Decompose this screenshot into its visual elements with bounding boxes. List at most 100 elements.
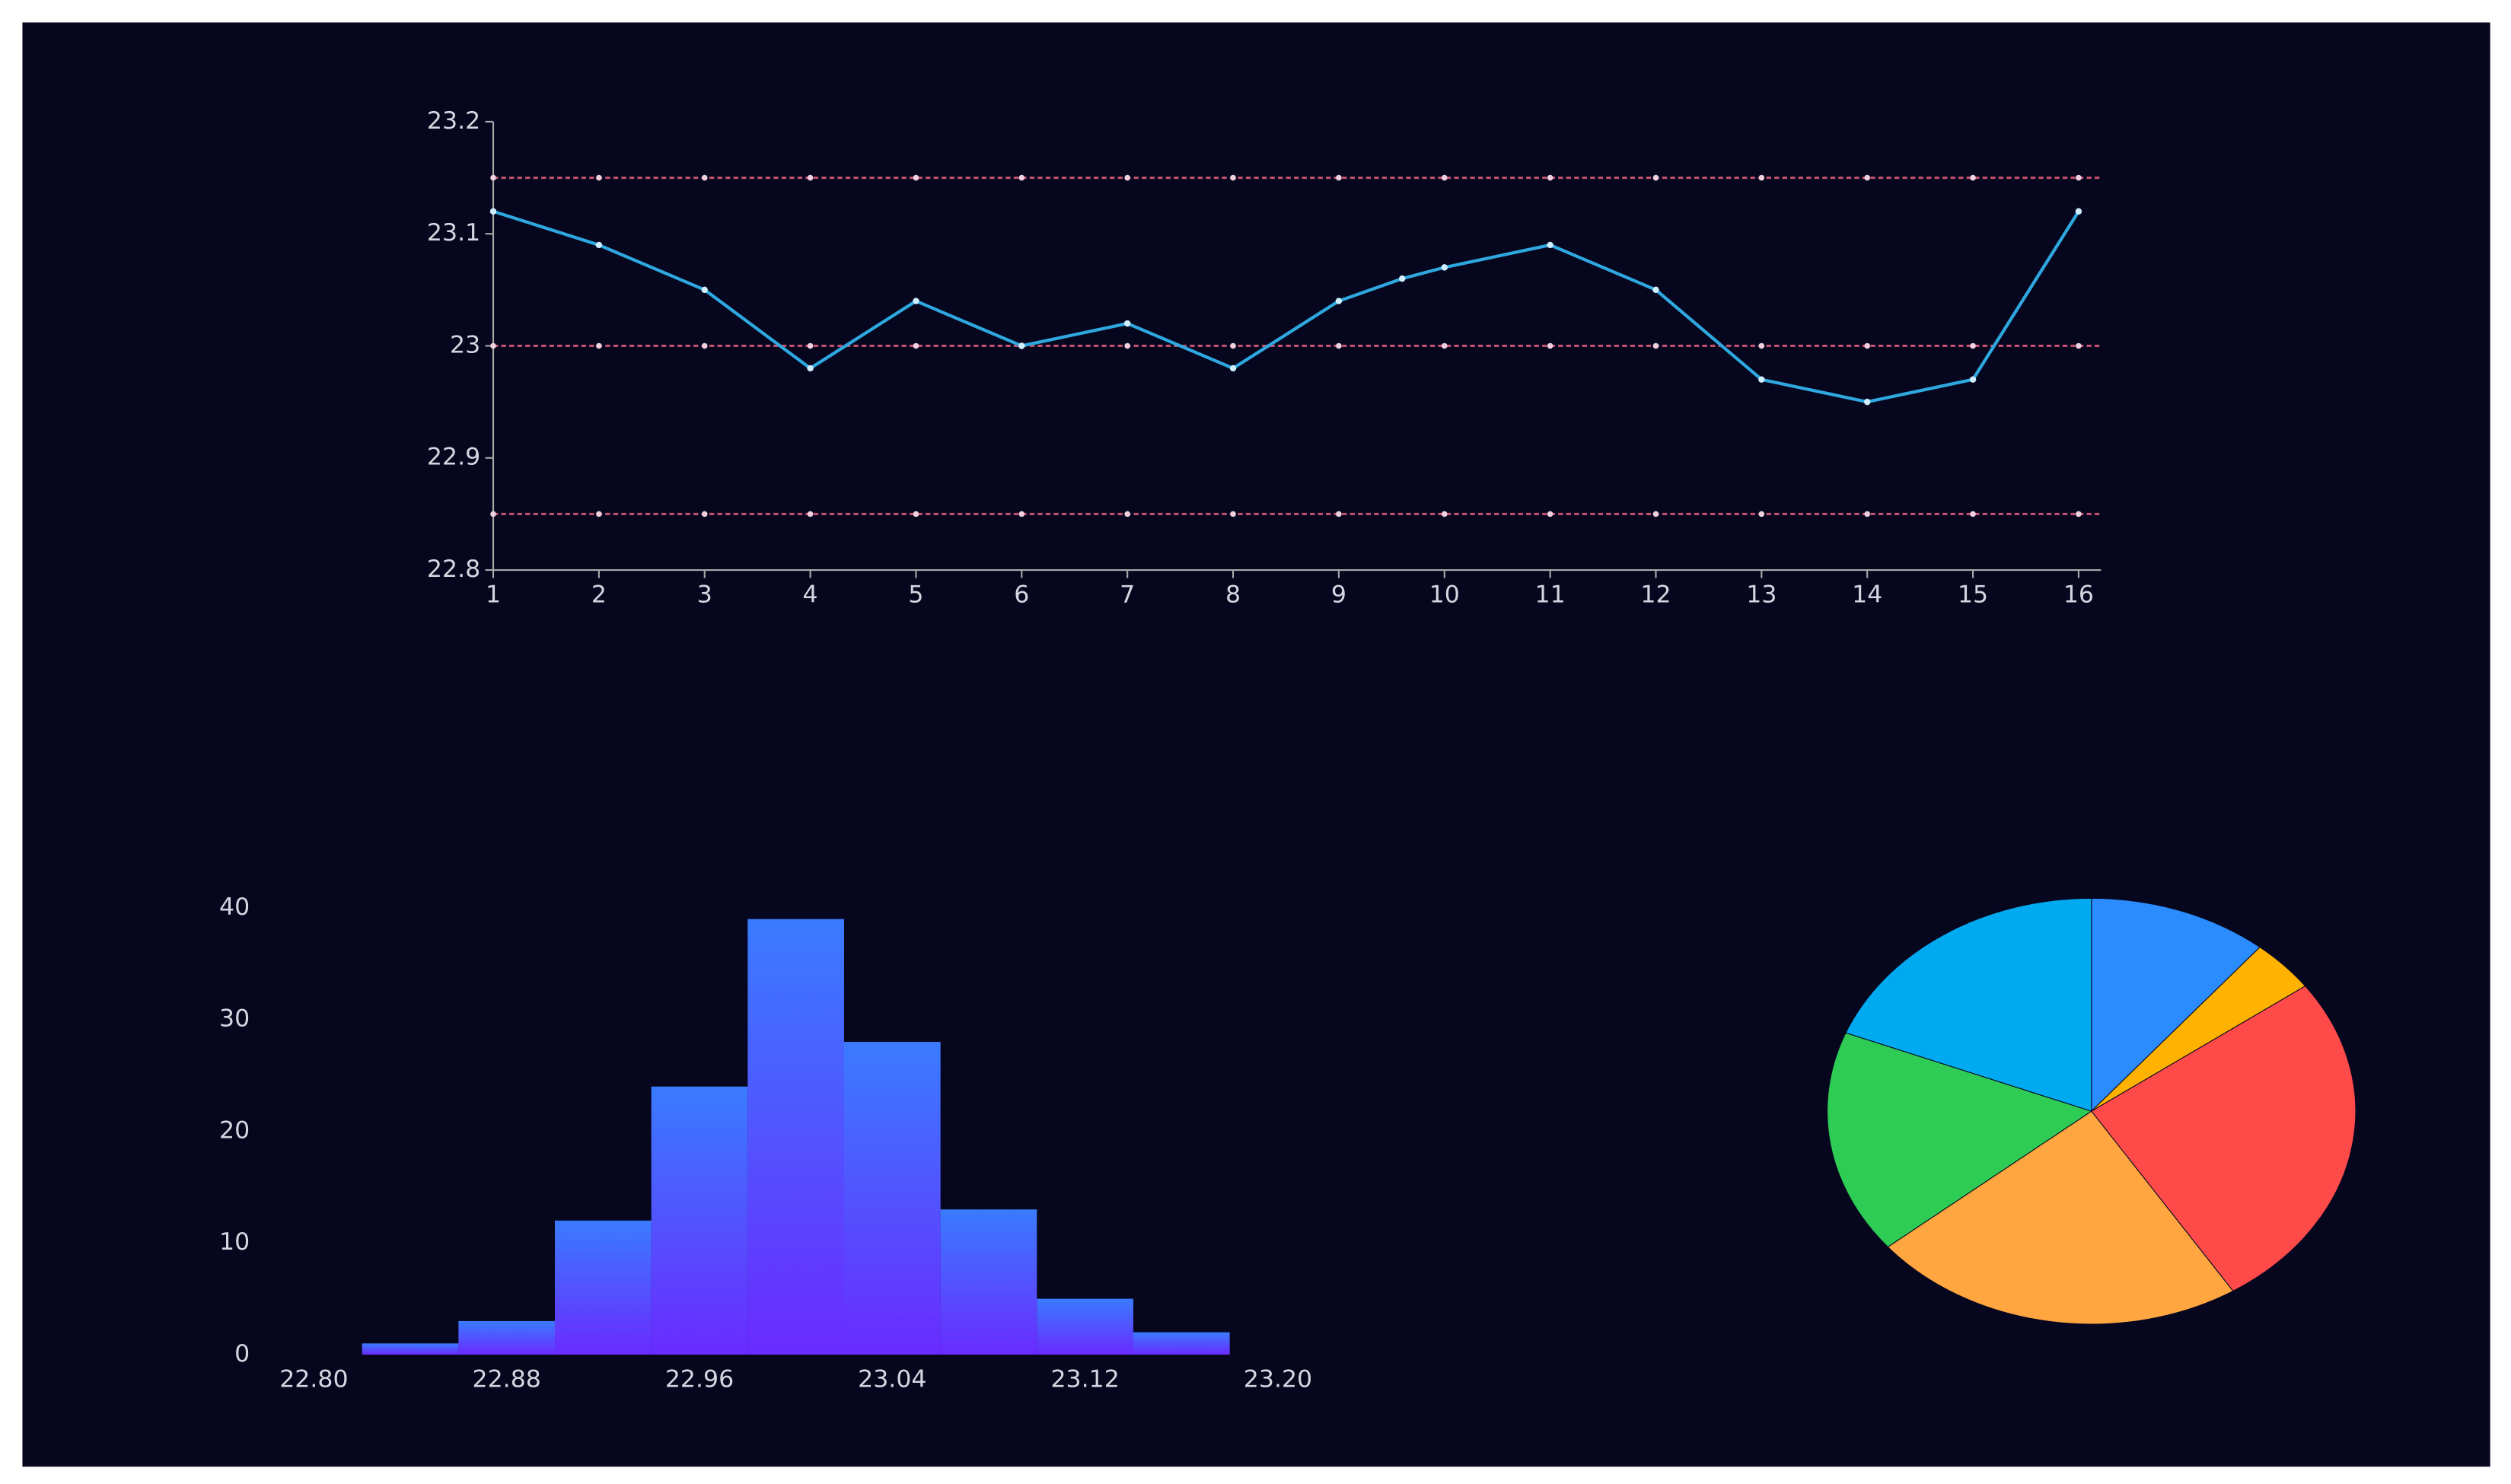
x-tick-label: 5 [908,581,923,609]
reference-dot [1547,342,1553,349]
reference-dot [1970,174,1976,181]
reference-dot [701,511,708,517]
reference-dot [1652,174,1659,181]
reference-dot [490,342,496,349]
y-tick-label: 10 [219,1228,250,1256]
series-point [807,365,814,372]
x-tick-label: 16 [2063,581,2094,609]
x-tick-label: 23.04 [858,1366,926,1393]
histogram-bar [1037,1298,1133,1355]
reference-dot [1547,511,1553,517]
series-point [1399,275,1406,282]
reference-dot [1230,174,1236,181]
reference-dot [1336,511,1342,517]
y-tick-label: 22.9 [427,444,480,471]
pie-slice [1827,1032,2092,1248]
reference-dot [807,342,814,349]
series-point [1229,365,1237,372]
reference-dot [1018,511,1025,517]
x-tick-label: 9 [1331,581,1346,609]
x-tick-label: 23.20 [1244,1366,1312,1393]
series-point [1758,376,1765,383]
reference-dot [1230,342,1236,349]
reference-dot [1970,511,1976,517]
reference-dot [1124,511,1130,517]
x-tick-label: 1 [486,581,501,609]
reference-dot [490,174,496,181]
x-tick-label: 22.80 [279,1366,348,1393]
reference-dot [1547,174,1553,181]
y-tick-label: 30 [219,1005,250,1033]
series-point [1969,376,1977,383]
reference-dot [2076,511,2082,517]
y-tick-label: 22.8 [427,556,480,583]
reference-dot [1336,174,1342,181]
reference-dot [1758,174,1765,181]
series-point [1018,342,1025,349]
series-point [701,286,708,294]
y-tick-label: 23.2 [427,107,480,135]
reference-dot [596,174,602,181]
histogram-bar [940,1209,1037,1355]
reference-dot [596,511,602,517]
reference-dot [1124,174,1130,181]
reference-dot [2076,342,2082,349]
y-tick-label: 23.1 [427,219,480,247]
reference-dot [1758,511,1765,517]
pie-slice [2090,986,2356,1292]
reference-dot [701,174,708,181]
x-tick-label: 22.88 [473,1366,541,1393]
series-point [2075,208,2082,215]
x-tick-label: 2 [591,581,607,609]
x-tick-label: 15 [1958,581,1988,609]
histogram-bar [843,1042,941,1355]
series-point [1652,286,1659,294]
reference-dot [913,511,919,517]
x-tick-label: 14 [1852,581,1882,609]
reference-dot [1970,342,1976,349]
series-point [1864,398,1871,406]
histogram-bar [458,1320,556,1355]
reference-dot [1864,174,1870,181]
y-tick-label: 0 [234,1340,250,1368]
reference-dot [1864,511,1870,517]
reference-dot [1230,511,1236,517]
reference-dot [490,511,496,517]
x-tick-label: 6 [1014,581,1029,609]
reference-dot [701,342,708,349]
series-point [1335,298,1343,304]
reference-dot [913,174,919,181]
reference-dot [807,511,814,517]
pie-slice [1887,1110,2234,1325]
reference-dot [1336,342,1342,349]
histogram-bar [651,1086,748,1355]
pie-slice [1845,897,2092,1112]
x-tick-label: 8 [1225,581,1241,609]
series-point [1547,241,1553,249]
histogram-bar [747,919,844,1355]
x-tick-label: 10 [1429,581,1460,609]
y-tick-label: 20 [219,1116,250,1144]
histogram-bar [555,1220,652,1355]
series-point [913,298,919,304]
reference-dot [1441,342,1448,349]
reference-dot [1441,511,1448,517]
x-tick-label: 11 [1535,581,1566,609]
x-tick-label: 12 [1640,581,1671,609]
x-tick-label: 3 [697,581,712,609]
reference-dot [913,342,919,349]
reference-dot [1018,174,1025,181]
reference-dot [1124,342,1130,349]
histogram-bar [362,1343,459,1355]
reference-dot [1864,342,1870,349]
x-tick-label: 4 [803,581,818,609]
x-tick-label: 23.12 [1050,1366,1119,1393]
x-tick-label: 13 [1746,581,1777,609]
pie-slice [2091,897,2261,1113]
reference-dot [1758,342,1765,349]
series-point [489,208,497,215]
reference-dot [807,174,814,181]
x-tick-label: 22.96 [665,1366,734,1393]
